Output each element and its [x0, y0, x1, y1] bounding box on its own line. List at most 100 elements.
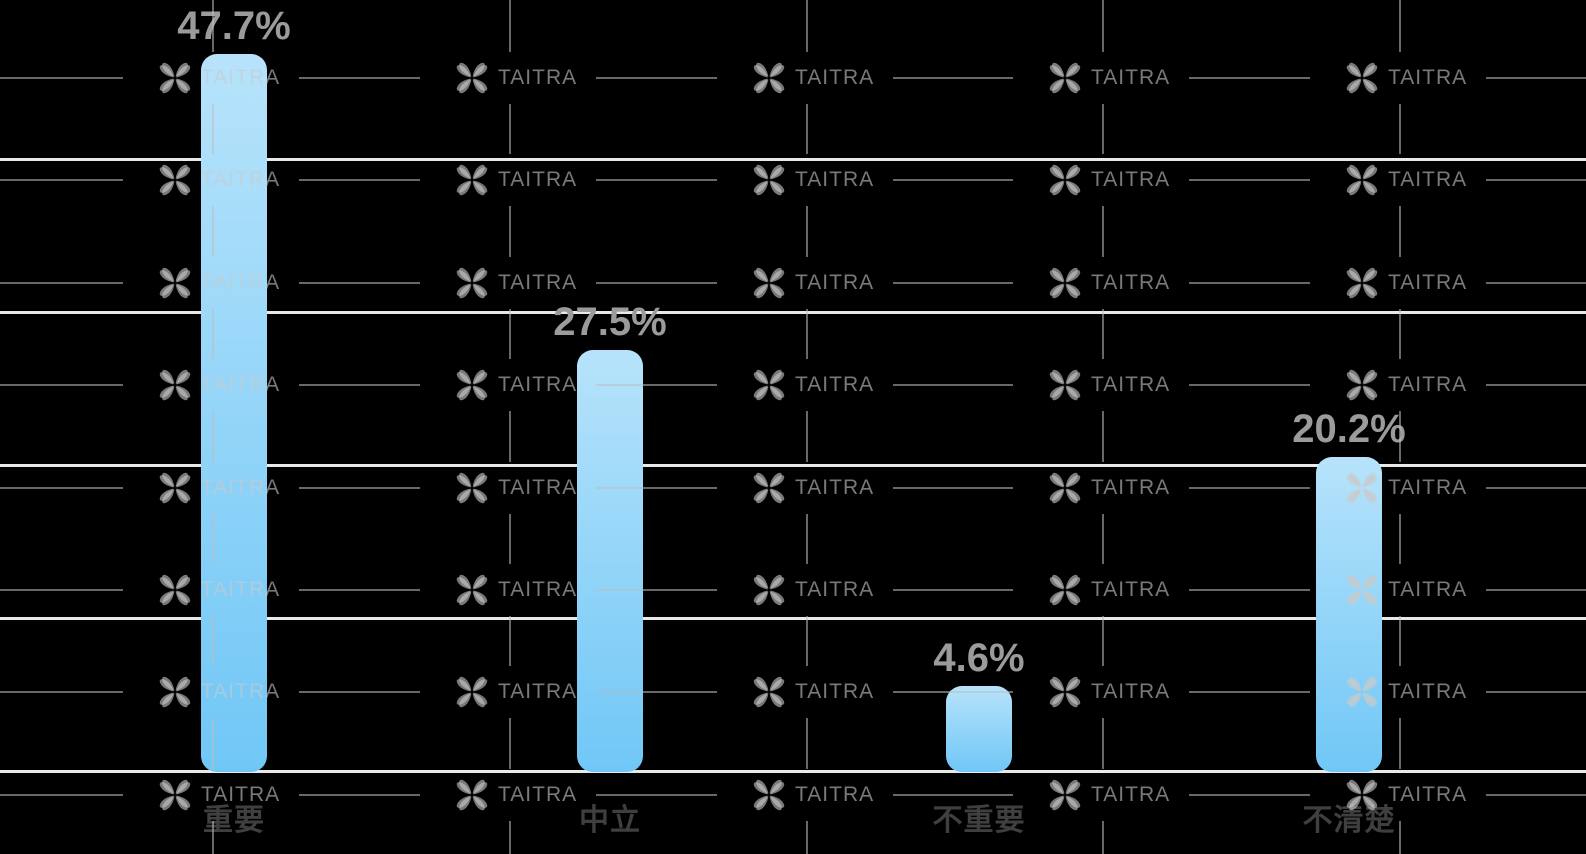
watermark-vertical-line — [806, 616, 808, 666]
taitra-pinwheel-logo-icon — [159, 574, 191, 606]
watermark-text: TAITRA — [1091, 680, 1171, 703]
watermark-text: TAITRA — [498, 168, 578, 191]
category-label-2: 不重要 — [932, 804, 1026, 837]
watermark-text: TAITRA — [201, 578, 281, 601]
watermark-dash — [893, 589, 1013, 591]
watermark-vertical-line — [212, 718, 214, 769]
watermark-dash — [1189, 179, 1310, 181]
watermark-vertical-line — [1102, 104, 1104, 154]
taitra-pinwheel-logo-icon — [456, 472, 488, 504]
watermark-3-1: TAITRA — [453, 365, 577, 405]
watermark-dash — [596, 77, 717, 79]
watermark-7-3: TAITRA — [1046, 775, 1170, 815]
taitra-pinwheel-logo-icon — [456, 369, 488, 401]
taitra-pinwheel-logo-icon — [753, 574, 785, 606]
watermark-dash — [893, 384, 1013, 386]
watermark-7-1: TAITRA — [453, 775, 577, 815]
watermark-text: TAITRA — [1091, 168, 1171, 191]
watermark-text: TAITRA — [1388, 476, 1468, 499]
watermark-1-3: TAITRA — [1046, 160, 1170, 200]
watermark-7-2: TAITRA — [750, 775, 874, 815]
watermark-vertical-line — [509, 206, 511, 257]
watermark-2-2: TAITRA — [750, 263, 874, 303]
watermark-text: TAITRA — [795, 680, 875, 703]
watermark-text: TAITRA — [498, 578, 578, 601]
taitra-pinwheel-logo-icon — [1346, 164, 1378, 196]
watermark-dash — [1189, 691, 1310, 693]
watermark-vertical-line — [212, 104, 214, 154]
watermark-dash — [0, 794, 123, 796]
watermark-dash — [596, 589, 717, 591]
watermark-text: TAITRA — [795, 373, 875, 396]
watermark-dash — [0, 487, 123, 489]
watermark-dash — [1486, 589, 1586, 591]
horizontal-gridline-0 — [0, 158, 1586, 161]
watermark-dash — [893, 691, 1013, 693]
taitra-pinwheel-logo-icon — [1049, 676, 1081, 708]
watermark-vertical-line — [212, 411, 214, 462]
taitra-pinwheel-logo-icon — [456, 164, 488, 196]
watermark-dash — [893, 282, 1013, 284]
watermark-3-4: TAITRA — [1343, 365, 1467, 405]
watermark-2-3: TAITRA — [1046, 263, 1170, 303]
watermark-text: TAITRA — [201, 783, 281, 806]
bar-不清楚 — [1316, 457, 1382, 772]
watermark-vertical-line — [509, 821, 511, 854]
watermark-6-2: TAITRA — [750, 672, 874, 712]
watermark-5-0: TAITRA — [156, 570, 280, 610]
taitra-pinwheel-logo-icon — [159, 369, 191, 401]
taitra-pinwheel-logo-icon — [159, 779, 191, 811]
watermark-6-4: TAITRA — [1343, 672, 1467, 712]
watermark-vertical-line — [1102, 309, 1104, 359]
watermark-text: TAITRA — [795, 476, 875, 499]
taitra-pinwheel-logo-icon — [1346, 267, 1378, 299]
watermark-vertical-line — [509, 0, 511, 52]
watermark-vertical-line — [212, 309, 214, 359]
watermark-text: TAITRA — [795, 66, 875, 89]
watermark-dash — [893, 794, 1013, 796]
taitra-pinwheel-logo-icon — [1049, 62, 1081, 94]
watermark-dash — [596, 384, 717, 386]
watermark-text: TAITRA — [1388, 578, 1468, 601]
watermark-dash — [299, 691, 420, 693]
watermark-vertical-line — [212, 206, 214, 257]
watermark-text: TAITRA — [795, 783, 875, 806]
watermark-3-2: TAITRA — [750, 365, 874, 405]
taitra-pinwheel-logo-icon — [456, 267, 488, 299]
taitra-pinwheel-logo-icon — [456, 779, 488, 811]
watermark-vertical-line — [1102, 821, 1104, 854]
watermark-text: TAITRA — [201, 168, 281, 191]
taitra-pinwheel-logo-icon — [456, 676, 488, 708]
watermark-vertical-line — [1399, 411, 1401, 462]
watermark-vertical-line — [1399, 104, 1401, 154]
watermark-dash — [299, 384, 420, 386]
watermark-dash — [596, 282, 717, 284]
watermark-dash — [0, 282, 123, 284]
watermark-dash — [1486, 77, 1586, 79]
watermark-vertical-line — [806, 104, 808, 154]
watermark-vertical-line — [1102, 411, 1104, 462]
watermark-text: TAITRA — [498, 476, 578, 499]
value-label-1: 27.5% — [553, 300, 667, 344]
watermark-vertical-line — [1102, 514, 1104, 564]
taitra-pinwheel-logo-icon — [753, 62, 785, 94]
watermark-3-0: TAITRA — [156, 365, 280, 405]
taitra-pinwheel-logo-icon — [1049, 164, 1081, 196]
taitra-pinwheel-logo-icon — [159, 62, 191, 94]
watermark-vertical-line — [1399, 0, 1401, 52]
watermark-2-4: TAITRA — [1343, 263, 1467, 303]
watermark-vertical-line — [806, 309, 808, 359]
watermark-vertical-line — [806, 821, 808, 854]
watermark-vertical-line — [1102, 0, 1104, 52]
watermark-dash — [1486, 384, 1586, 386]
watermark-6-1: TAITRA — [453, 672, 577, 712]
watermark-text: TAITRA — [201, 476, 281, 499]
watermark-text: TAITRA — [795, 271, 875, 294]
taitra-pinwheel-logo-icon — [1049, 472, 1081, 504]
watermark-4-0: TAITRA — [156, 468, 280, 508]
watermark-4-4: TAITRA — [1343, 468, 1467, 508]
watermark-text: TAITRA — [1388, 783, 1468, 806]
watermark-dash — [1189, 282, 1310, 284]
watermark-2-0: TAITRA — [156, 263, 280, 303]
